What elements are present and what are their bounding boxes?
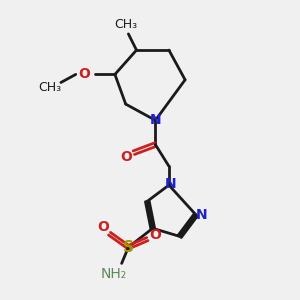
Text: O: O [97, 220, 109, 234]
Text: CH₃: CH₃ [38, 81, 62, 94]
Text: O: O [149, 228, 161, 242]
Text: O: O [120, 150, 132, 164]
Text: N: N [165, 177, 177, 191]
Text: N: N [150, 113, 161, 127]
Text: NH₂: NH₂ [100, 267, 127, 281]
Text: O: O [78, 68, 90, 81]
Text: N: N [196, 208, 207, 222]
Text: S: S [123, 240, 134, 255]
Text: CH₃: CH₃ [114, 18, 137, 31]
